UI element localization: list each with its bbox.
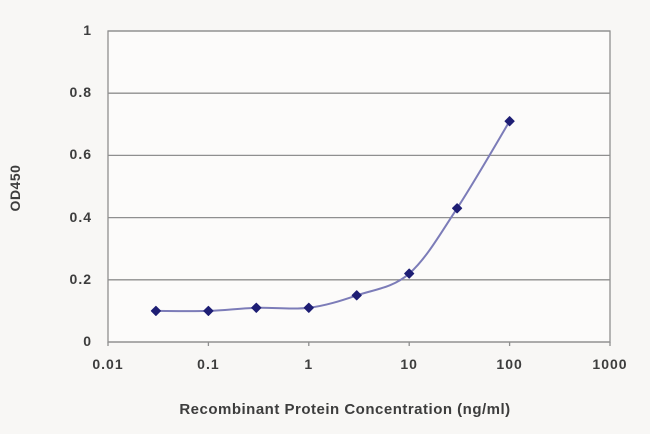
y-tick-label-0.2: 0.2: [69, 270, 92, 287]
x-tick-label-10: 10: [400, 356, 418, 372]
y-tick-label-0: 0: [83, 333, 92, 349]
data-point-marker-10: [404, 268, 415, 279]
x-tick-label-100: 100: [496, 356, 523, 372]
data-point-marker-0.3: [251, 302, 262, 313]
y-tick-label-0.8: 0.8: [69, 84, 92, 101]
data-point-marker-3: [351, 290, 362, 301]
data-point-marker-0.03: [150, 305, 162, 316]
data-point-marker-30: [452, 203, 463, 214]
y-tick-label-0.6: 0.6: [69, 146, 92, 163]
plot-background: [108, 31, 610, 342]
x-tick-label-1: 1: [304, 356, 314, 372]
x-tick-label-1000: 1000: [592, 356, 628, 372]
x-tick-label-0.01: 0.01: [92, 356, 124, 372]
y-tick-label-1: 1: [83, 22, 92, 38]
x-axis-label: Recombinant Protein Concentration (ng/ml…: [179, 401, 511, 418]
x-tick-label-0.1: 0.1: [197, 356, 220, 372]
y-tick-label-0.4: 0.4: [69, 208, 92, 225]
plot-frame: [107, 30, 611, 343]
y-axis-label: OD450: [7, 164, 23, 212]
data-point-marker-0.1: [203, 305, 214, 316]
data-point-marker-100: [504, 116, 515, 127]
data-point-marker-1: [303, 302, 314, 313]
